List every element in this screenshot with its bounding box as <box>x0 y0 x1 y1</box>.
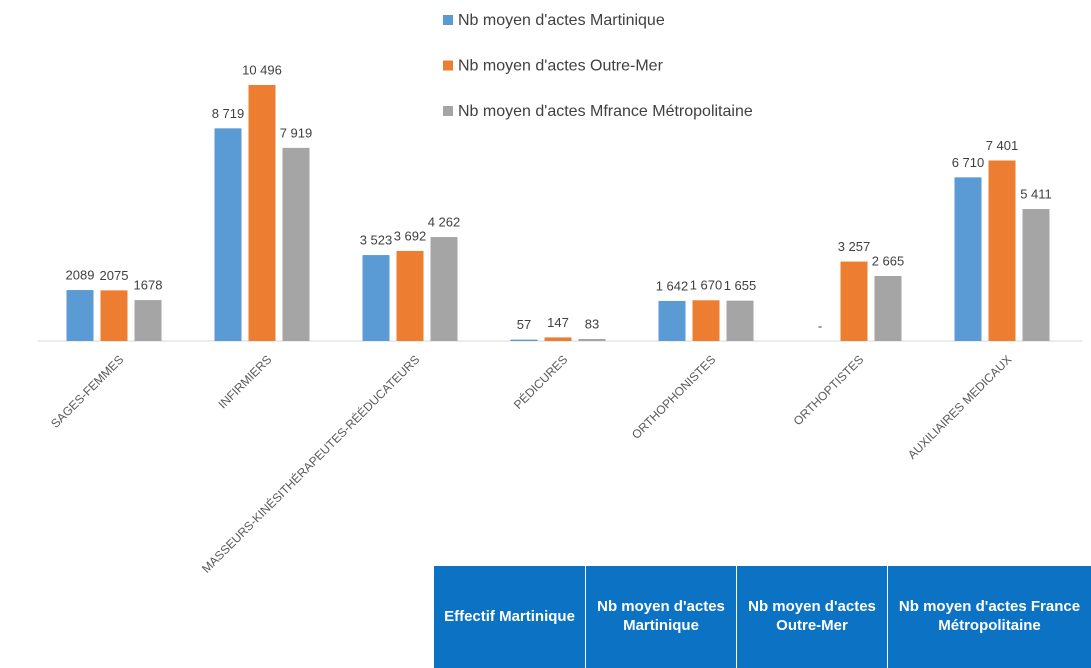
bar <box>134 300 162 341</box>
data-label: 2 665 <box>872 253 905 268</box>
data-label: 57 <box>517 317 531 332</box>
data-label: - <box>818 318 822 333</box>
bar <box>1022 209 1050 341</box>
x-tick-label: AUXILIAIRES MEDICAUX <box>905 352 1014 461</box>
x-tick-label: ORTHOPHONISTES <box>629 352 718 441</box>
data-label: 3 257 <box>838 239 871 254</box>
bar <box>726 300 754 341</box>
data-label: 1678 <box>134 278 163 293</box>
bar <box>988 160 1016 341</box>
bar <box>430 237 458 341</box>
bar <box>658 300 686 341</box>
bar <box>544 337 572 341</box>
x-tick-label: INFIRMIERS <box>215 352 274 411</box>
bar <box>362 255 390 341</box>
bar <box>248 85 276 341</box>
x-tick-label: SAGES-FEMMES <box>48 352 126 430</box>
legend-swatch <box>443 60 453 71</box>
data-label: 10 496 <box>242 62 282 77</box>
bar <box>282 147 310 341</box>
bar <box>954 177 982 341</box>
data-label: 1 655 <box>724 278 757 293</box>
bar <box>66 290 94 341</box>
bar <box>214 128 242 341</box>
legend-label: Nb moyen d'actes Mfrance Métropolitaine <box>458 103 753 120</box>
data-label: 3 692 <box>394 228 427 243</box>
bar <box>874 276 902 341</box>
data-label: 83 <box>585 316 599 331</box>
header-cell: Nb moyen d'actes France Métropolitaine <box>888 566 1091 668</box>
x-tick-label: ORTHOPTISTES <box>791 352 867 428</box>
table-header: Effectif Martinique Nb moyen d'actes Mar… <box>434 566 1091 668</box>
data-label: 4 262 <box>428 214 461 229</box>
legend-label: Nb moyen d'actes Outre-Mer <box>458 58 664 75</box>
data-label: 8 719 <box>212 106 245 121</box>
data-label: 3 523 <box>360 233 393 248</box>
header-cell: Nb moyen d'actes Martinique <box>586 566 737 668</box>
data-label: 1 670 <box>690 278 723 293</box>
data-label: 1 642 <box>656 278 689 293</box>
header-cell: Nb moyen d'actes Outre-Mer <box>737 566 888 668</box>
x-tick-label: PÉDICURES <box>510 352 570 412</box>
bar <box>840 261 868 341</box>
data-label: 147 <box>547 315 569 330</box>
data-label: 2089 <box>66 267 95 282</box>
data-label: 5 411 <box>1020 186 1052 201</box>
data-label: 7 919 <box>280 125 313 140</box>
bar <box>396 250 424 341</box>
header-cell: Effectif Martinique <box>434 566 586 668</box>
data-label: 6 710 <box>952 155 985 170</box>
bar <box>510 339 538 341</box>
bar <box>692 300 720 341</box>
bar <box>100 290 128 341</box>
bar <box>578 338 606 341</box>
data-label: 2075 <box>100 268 129 283</box>
legend-swatch <box>443 15 453 25</box>
data-label: 7 401 <box>986 138 1019 153</box>
legend-swatch <box>443 106 453 116</box>
legend-label: Nb moyen d'actes Martinique <box>458 12 665 29</box>
